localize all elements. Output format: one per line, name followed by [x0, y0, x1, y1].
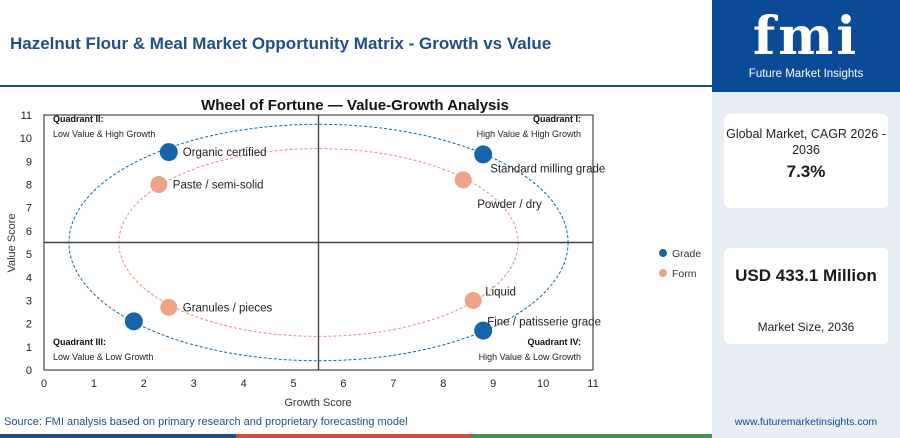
y-tick-label: 3 — [26, 295, 32, 307]
quadrant-subtitle: High Value & High Growth — [477, 129, 581, 139]
y-tick-label: 10 — [20, 133, 32, 145]
logo-subtitle: Future Market Insights — [748, 68, 864, 80]
data-point — [474, 321, 493, 340]
y-tick-label: 0 — [26, 365, 32, 377]
quadrant-title: Quadrant III: — [53, 337, 106, 347]
y-tick-label: 5 — [26, 249, 32, 261]
data-points: Organic certified Standard milling grade F… — [124, 143, 605, 340]
y-tick-label: 4 — [26, 272, 32, 284]
quadrant-dividers — [44, 115, 593, 370]
x-tick-label: 0 — [41, 378, 47, 390]
y-tick-label: 8 — [26, 180, 32, 192]
market-size-card: USD 433.1 Million Market Size, 2036 — [724, 248, 888, 344]
x-tick-label: 1 — [91, 378, 97, 390]
cagr-label: Global Market, CAGR 2026 - 2036 — [726, 127, 886, 157]
x-tick-label: 4 — [241, 378, 247, 390]
data-point — [474, 145, 493, 164]
opportunity-matrix-chart: Wheel of Fortune — Value-Growth Analysis… — [6, 97, 701, 409]
legend: Grade Form — [659, 248, 701, 280]
header-rule — [0, 85, 712, 87]
y-axis-label: Value Score — [6, 213, 18, 272]
footer-bar-green — [472, 434, 712, 438]
data-point-label: Standard milling grade — [490, 163, 605, 175]
data-point — [150, 176, 168, 194]
data-point-label: Powder / dry — [477, 199, 542, 211]
x-tick-label: 11 — [587, 378, 598, 390]
y-tick-label: 9 — [26, 156, 32, 168]
data-point — [124, 312, 143, 331]
data-point-label: Liquid — [485, 286, 516, 298]
footer-bar-blue — [0, 434, 236, 438]
website-url: www.futuremarketinsights.com — [734, 416, 878, 428]
data-point — [464, 291, 482, 309]
market-size-label: Market Size, 2036 — [757, 320, 855, 334]
quadrant-subtitle: Low Value & Low Growth — [53, 352, 153, 362]
x-axis-label: Growth Score — [284, 397, 351, 409]
legend-marker — [659, 249, 667, 257]
quadrant-title: Quadrant IV: — [527, 337, 581, 347]
x-tick-label: 6 — [340, 378, 346, 390]
fmi-logo: fmi — [752, 6, 860, 67]
data-point — [160, 298, 178, 316]
logo-panel: fmi Future Market Insights — [712, 0, 900, 92]
quadrant-labels: Quadrant II: Low Value & High Growth Quadr… — [53, 114, 581, 362]
y-tick-label: 6 — [26, 226, 32, 238]
data-point-label: Fine / patisserie grade — [487, 317, 601, 329]
x-tick-label: 7 — [390, 378, 396, 390]
data-point-label: Granules / pieces — [183, 302, 273, 314]
market-size-value: USD 433.1 Million — [735, 266, 877, 285]
chart-title: Wheel of Fortune — Value-Growth Analysis — [201, 97, 509, 114]
y-tick-label: 11 — [21, 110, 32, 122]
axis-ticks: 0 1 2 3 4 5 6 7 8 9 10 11 0 1 2 3 4 5 6 7 8 9 10 11 — [20, 110, 599, 390]
cagr-card: Global Market, CAGR 2026 - 2036 7.3% — [724, 114, 888, 208]
x-tick-label: 10 — [537, 378, 549, 390]
x-tick-label: 5 — [290, 378, 296, 390]
data-point-label: Paste / semi-solid — [173, 180, 264, 192]
y-tick-label: 1 — [26, 342, 32, 354]
y-tick-label: 2 — [26, 319, 32, 331]
page-title: Hazelnut Flour & Meal Market Opportunity… — [10, 34, 552, 53]
sidebar: fmi Future Market Insights Global Market… — [712, 0, 900, 438]
data-point — [454, 171, 472, 189]
x-tick-label: 3 — [191, 378, 197, 390]
x-tick-label: 2 — [141, 378, 147, 390]
legend-label: Form — [672, 268, 697, 280]
quadrant-subtitle: Low Value & High Growth — [53, 129, 155, 139]
data-point-label: Organic certified — [183, 147, 267, 159]
legend-label: Grade — [672, 248, 701, 260]
source-note: Source: FMI analysis based on primary re… — [4, 416, 408, 428]
quadrant-title: Quadrant I: — [533, 114, 581, 124]
quadrant-title: Quadrant II: — [53, 114, 104, 124]
quadrant-subtitle: High Value & Low Growth — [479, 352, 581, 362]
cagr-value: 7.3% — [786, 162, 826, 181]
y-tick-label: 7 — [26, 203, 32, 215]
data-point — [159, 143, 178, 162]
x-tick-label: 8 — [440, 378, 446, 390]
footer-bar-red — [236, 434, 472, 438]
x-tick-label: 9 — [490, 378, 496, 390]
legend-marker — [659, 269, 667, 277]
